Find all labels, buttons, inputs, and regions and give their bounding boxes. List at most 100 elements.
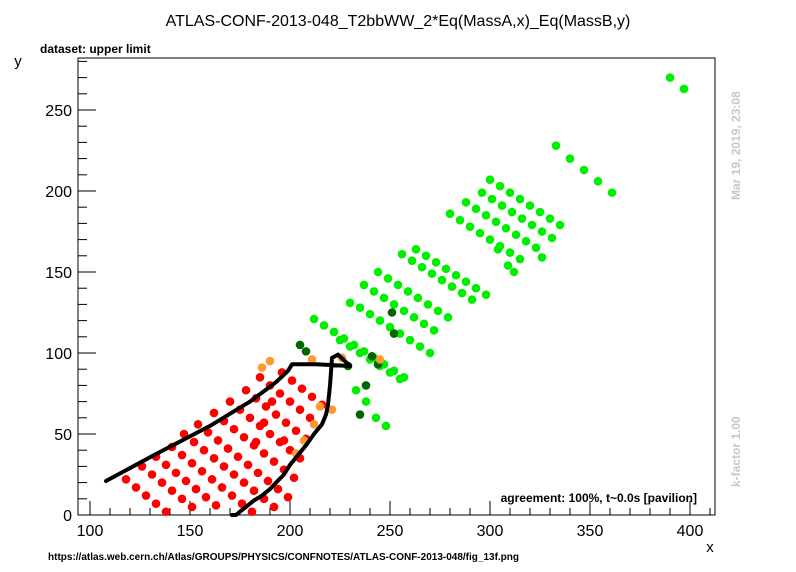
data-point-allowed bbox=[451, 270, 461, 280]
data-point-allowed bbox=[471, 283, 481, 293]
data-point-allowed bbox=[607, 188, 617, 197]
data-point-excluded bbox=[265, 429, 275, 439]
data-point-allowed bbox=[413, 293, 423, 303]
data-point-allowed bbox=[345, 342, 355, 351]
x-tick-label: 400 bbox=[677, 523, 704, 540]
data-point-allowed bbox=[355, 303, 365, 312]
data-point-allowed bbox=[427, 269, 437, 278]
exclusion-contour bbox=[104, 352, 352, 517]
data-point-allowed bbox=[545, 214, 555, 223]
data-point-excluded_border bbox=[315, 402, 325, 411]
data-point-excluded_border bbox=[309, 419, 319, 429]
data-point-allowed bbox=[481, 211, 491, 220]
data-point-allowed bbox=[495, 181, 505, 191]
data-point-allowed bbox=[431, 257, 441, 267]
data-point-excluded bbox=[269, 502, 279, 512]
data-point-allowed bbox=[395, 374, 405, 384]
data-point-allowed bbox=[403, 287, 413, 296]
data-point-allowed bbox=[525, 201, 535, 210]
data-points bbox=[121, 73, 689, 517]
data-point-allowed bbox=[491, 217, 501, 227]
data-point-excluded bbox=[199, 445, 209, 455]
data-point-allowed bbox=[579, 165, 589, 175]
data-point-allowed bbox=[515, 194, 525, 204]
data-point-allowed bbox=[351, 385, 361, 395]
data-point-allowed bbox=[383, 274, 393, 283]
data-point-allowed bbox=[379, 293, 389, 303]
y-tick-label: 50 bbox=[54, 427, 72, 444]
data-point-excluded bbox=[271, 410, 281, 419]
timestamp-label: Mar 19, 2019, 23:08 bbox=[729, 91, 743, 200]
data-point-allowed bbox=[517, 214, 527, 223]
data-point-allowed_border bbox=[387, 308, 397, 317]
data-point-allowed bbox=[465, 222, 475, 231]
chart-subtitle: dataset: upper limit bbox=[40, 42, 151, 56]
data-point-excluded bbox=[287, 376, 297, 385]
data-point-allowed bbox=[593, 176, 603, 186]
data-point-allowed bbox=[423, 300, 433, 309]
data-point-allowed bbox=[457, 288, 467, 298]
data-point-excluded bbox=[251, 437, 261, 447]
data-point-excluded_border bbox=[265, 356, 275, 366]
data-point-allowed_border bbox=[389, 329, 399, 338]
data-point-allowed bbox=[441, 264, 451, 274]
data-point-allowed bbox=[411, 245, 421, 254]
data-point-allowed_border bbox=[367, 351, 377, 361]
data-point-excluded bbox=[191, 484, 201, 494]
data-point-allowed bbox=[497, 201, 507, 210]
data-point-allowed bbox=[467, 295, 477, 304]
data-point-excluded bbox=[283, 492, 293, 502]
data-point-excluded bbox=[279, 436, 289, 445]
data-point-excluded bbox=[189, 437, 199, 447]
data-point-allowed bbox=[455, 215, 465, 225]
data-point-excluded bbox=[223, 444, 233, 453]
data-point-allowed bbox=[385, 368, 395, 377]
data-point-allowed bbox=[373, 267, 383, 277]
data-point-excluded bbox=[307, 392, 317, 402]
data-point-allowed bbox=[481, 290, 491, 299]
data-point-excluded bbox=[193, 419, 203, 429]
data-point-allowed bbox=[429, 326, 439, 335]
data-point-allowed bbox=[371, 413, 381, 423]
data-point-excluded bbox=[209, 454, 219, 463]
data-point-allowed bbox=[461, 277, 471, 287]
data-point-excluded bbox=[219, 462, 229, 471]
data-point-excluded bbox=[243, 460, 253, 470]
data-point-allowed bbox=[421, 251, 431, 261]
x-tick-label: 300 bbox=[477, 523, 504, 540]
data-point-allowed bbox=[345, 298, 355, 308]
data-point-allowed bbox=[487, 194, 497, 204]
data-point-allowed bbox=[397, 249, 407, 259]
data-point-excluded bbox=[305, 413, 315, 423]
data-point-allowed_border bbox=[301, 347, 311, 356]
data-point-allowed bbox=[521, 236, 531, 246]
data-point-excluded bbox=[227, 491, 237, 500]
data-point-allowed bbox=[511, 230, 521, 240]
data-point-excluded bbox=[247, 507, 257, 517]
data-point-excluded bbox=[157, 478, 167, 487]
data-point-allowed bbox=[399, 306, 409, 316]
data-point-excluded bbox=[167, 486, 177, 496]
x-tick-label: 200 bbox=[277, 523, 304, 540]
data-point-excluded bbox=[259, 418, 269, 427]
data-point-allowed bbox=[375, 316, 385, 325]
data-point-excluded bbox=[245, 413, 255, 423]
data-point-excluded bbox=[263, 476, 273, 486]
y-tick-label: 150 bbox=[45, 265, 72, 282]
data-point-excluded bbox=[121, 475, 131, 484]
data-point-excluded bbox=[253, 468, 263, 478]
axis-tick-labels: 100 150 200 250 300 350 400 0 50 100 150 200 250 bbox=[45, 103, 703, 540]
source-url: https://atlas.web.cern.ch/Atlas/GROUPS/P… bbox=[48, 552, 519, 563]
data-point-excluded_border bbox=[257, 363, 267, 372]
data-point-excluded bbox=[207, 475, 217, 484]
data-point-excluded bbox=[229, 424, 239, 434]
data-point-excluded bbox=[161, 507, 171, 517]
data-point-allowed bbox=[443, 313, 453, 322]
data-point-allowed bbox=[437, 275, 447, 285]
data-point-allowed bbox=[409, 313, 419, 322]
data-point-allowed bbox=[477, 188, 487, 197]
data-point-allowed bbox=[555, 220, 565, 230]
data-point-excluded bbox=[267, 397, 277, 406]
data-point-excluded bbox=[229, 470, 239, 479]
